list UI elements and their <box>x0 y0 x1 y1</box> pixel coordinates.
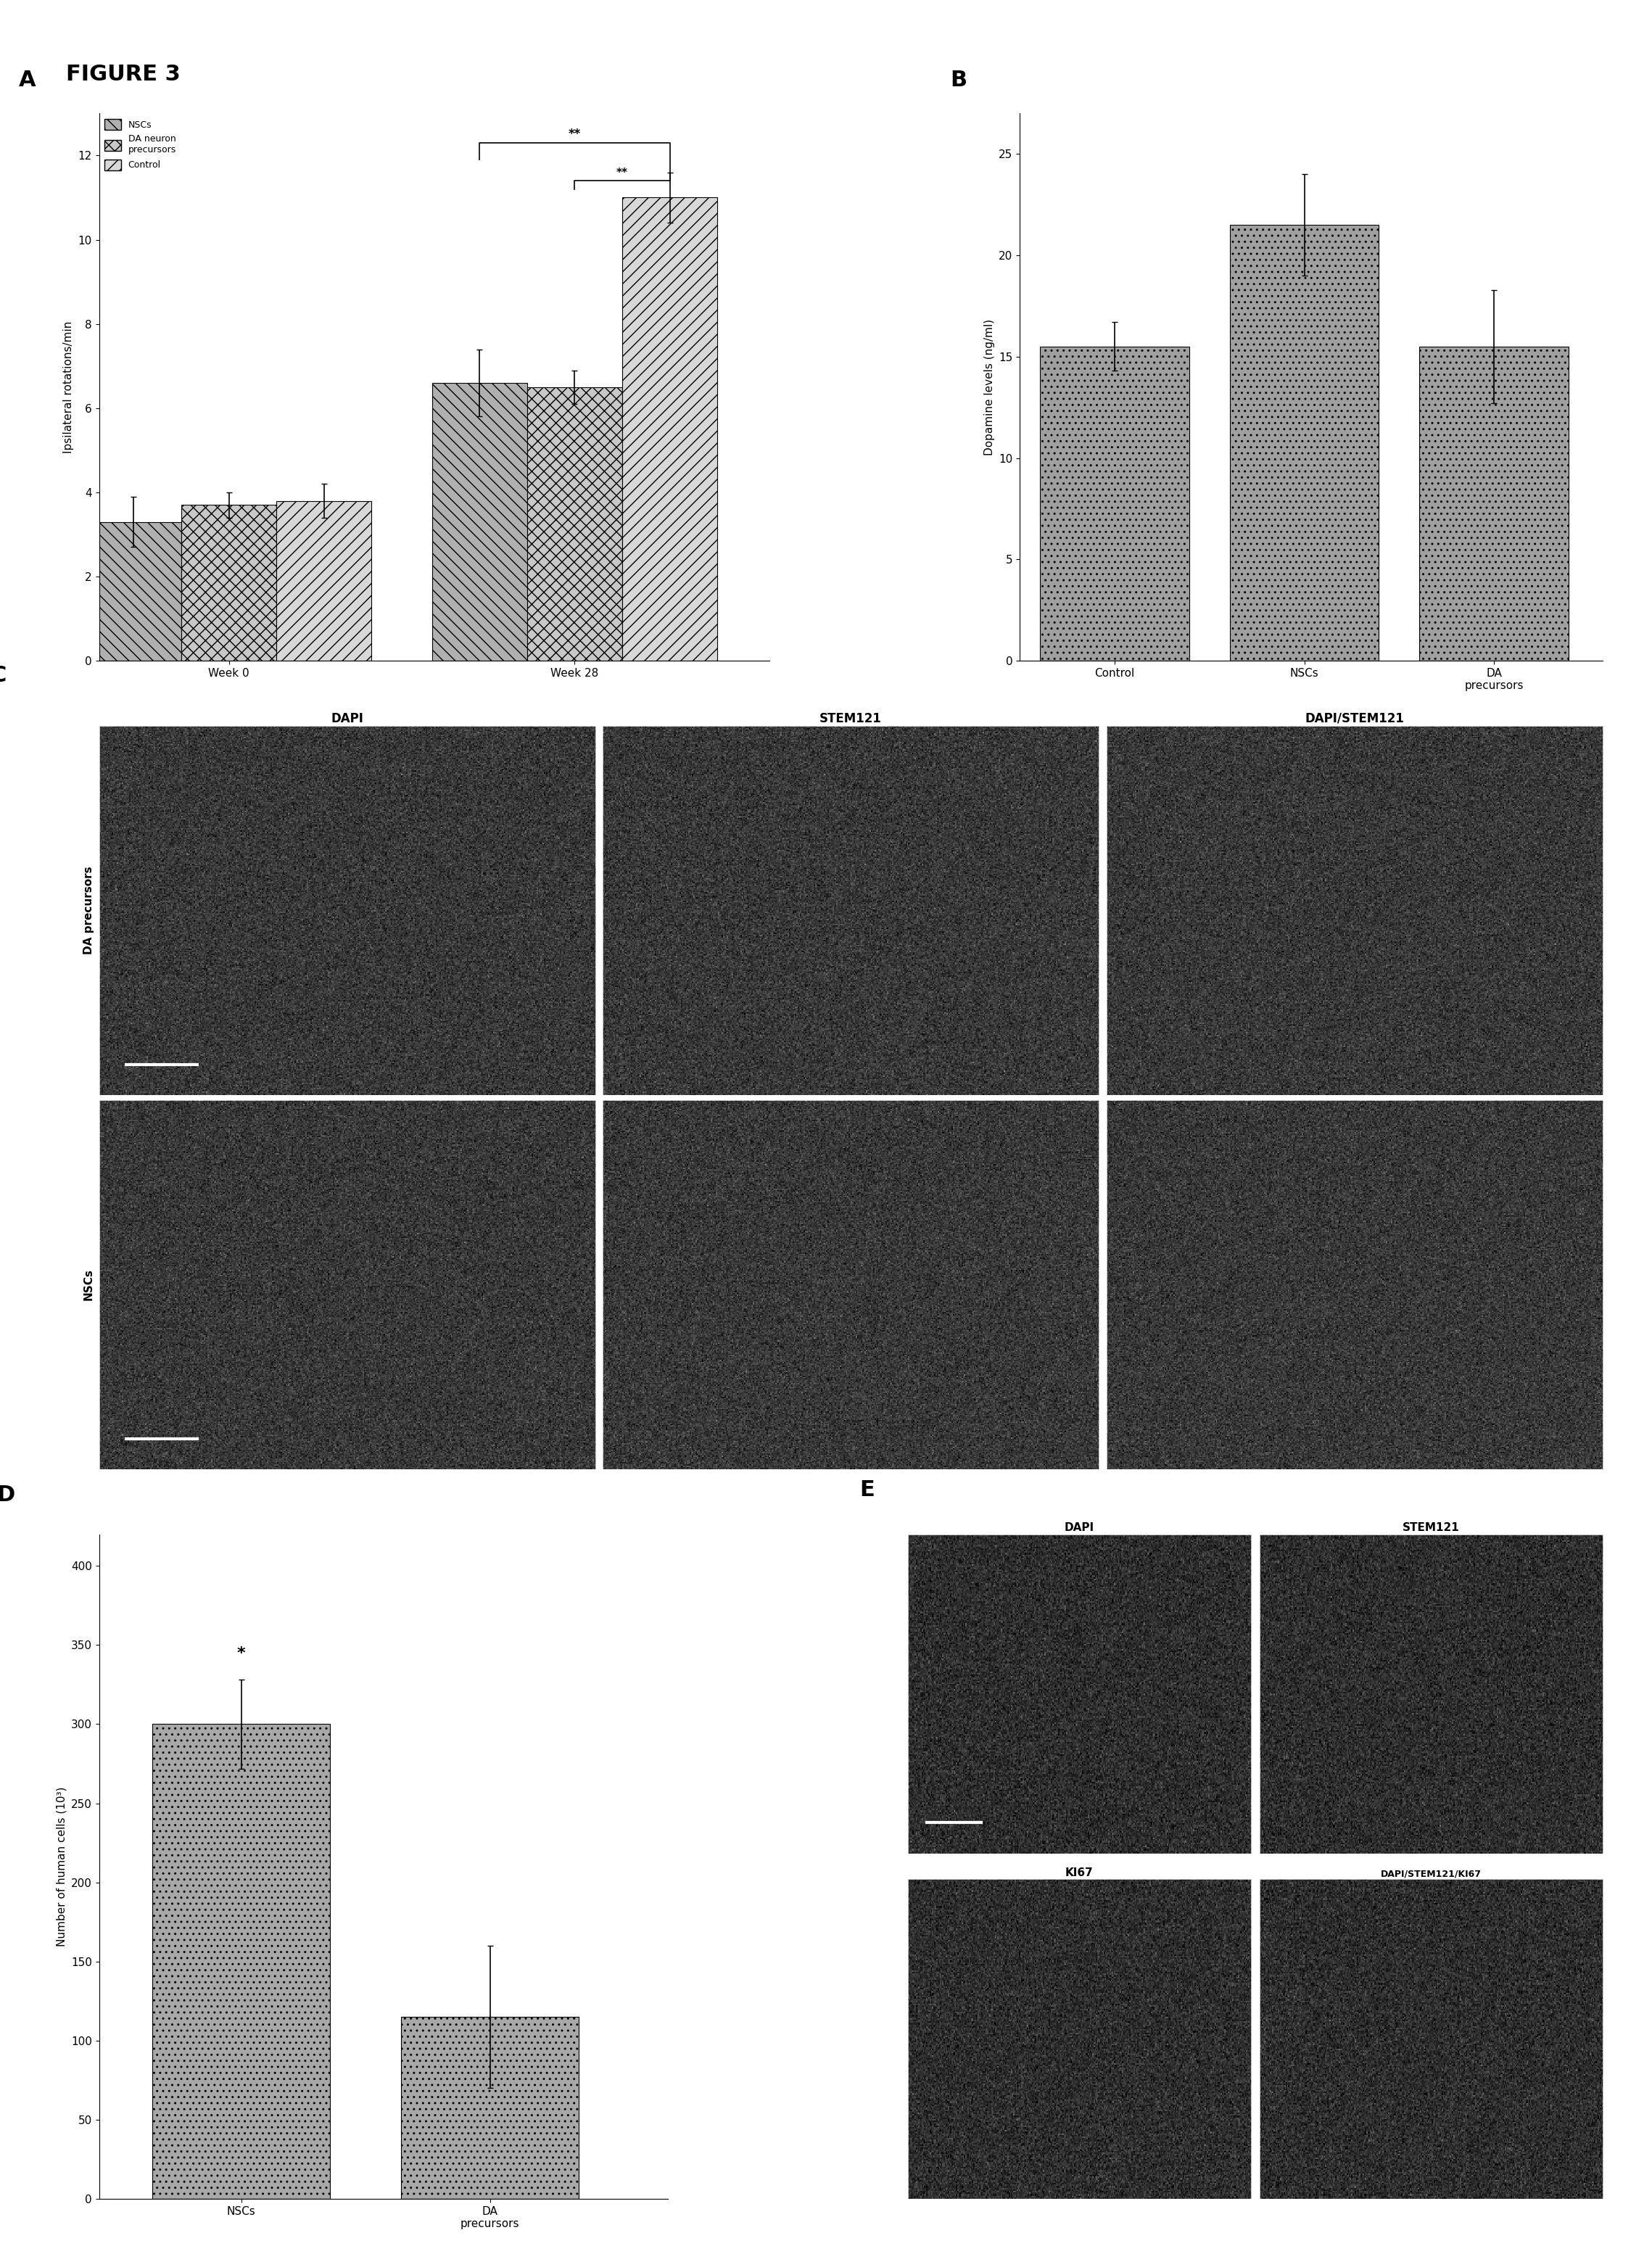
Bar <box>276 501 372 662</box>
Text: D: D <box>0 1485 15 1505</box>
Bar <box>1419 347 1568 662</box>
Text: **: ** <box>568 127 582 141</box>
Bar <box>152 1725 330 2199</box>
Title: DAPI/STEM121/KI67: DAPI/STEM121/KI67 <box>1381 1868 1482 1879</box>
Bar <box>182 506 276 662</box>
Title: STEM121: STEM121 <box>819 712 882 725</box>
Bar <box>527 388 623 662</box>
Title: DAPI/STEM121: DAPI/STEM121 <box>1305 712 1404 725</box>
Title: STEM121: STEM121 <box>1403 1523 1459 1532</box>
Text: B: B <box>950 70 966 91</box>
Y-axis label: Dopamine levels (ng/ml): Dopamine levels (ng/ml) <box>985 320 995 456</box>
Bar <box>86 521 182 662</box>
Y-axis label: DA precursors: DA precursors <box>83 866 94 954</box>
Legend: NSCs, DA neuron
precursors, Control: NSCs, DA neuron precursors, Control <box>101 116 180 175</box>
Bar <box>1041 347 1189 662</box>
Title: KI67: KI67 <box>1066 1868 1094 1879</box>
Title: DAPI: DAPI <box>330 712 363 725</box>
Bar <box>623 197 717 662</box>
Bar <box>401 2018 578 2199</box>
Text: C: C <box>0 664 7 687</box>
Title: DAPI: DAPI <box>1064 1523 1094 1532</box>
Y-axis label: NSCs: NSCs <box>83 1270 94 1301</box>
Bar <box>433 383 527 662</box>
Text: **: ** <box>616 168 628 179</box>
Text: *: * <box>236 1646 246 1662</box>
Text: A: A <box>18 70 36 91</box>
Text: E: E <box>859 1478 874 1501</box>
Text: FIGURE 3: FIGURE 3 <box>66 63 180 84</box>
Y-axis label: Number of human cells (10³): Number of human cells (10³) <box>56 1786 68 1947</box>
Bar <box>1229 224 1379 662</box>
Y-axis label: Ipsilateral rotations/min: Ipsilateral rotations/min <box>63 322 74 453</box>
